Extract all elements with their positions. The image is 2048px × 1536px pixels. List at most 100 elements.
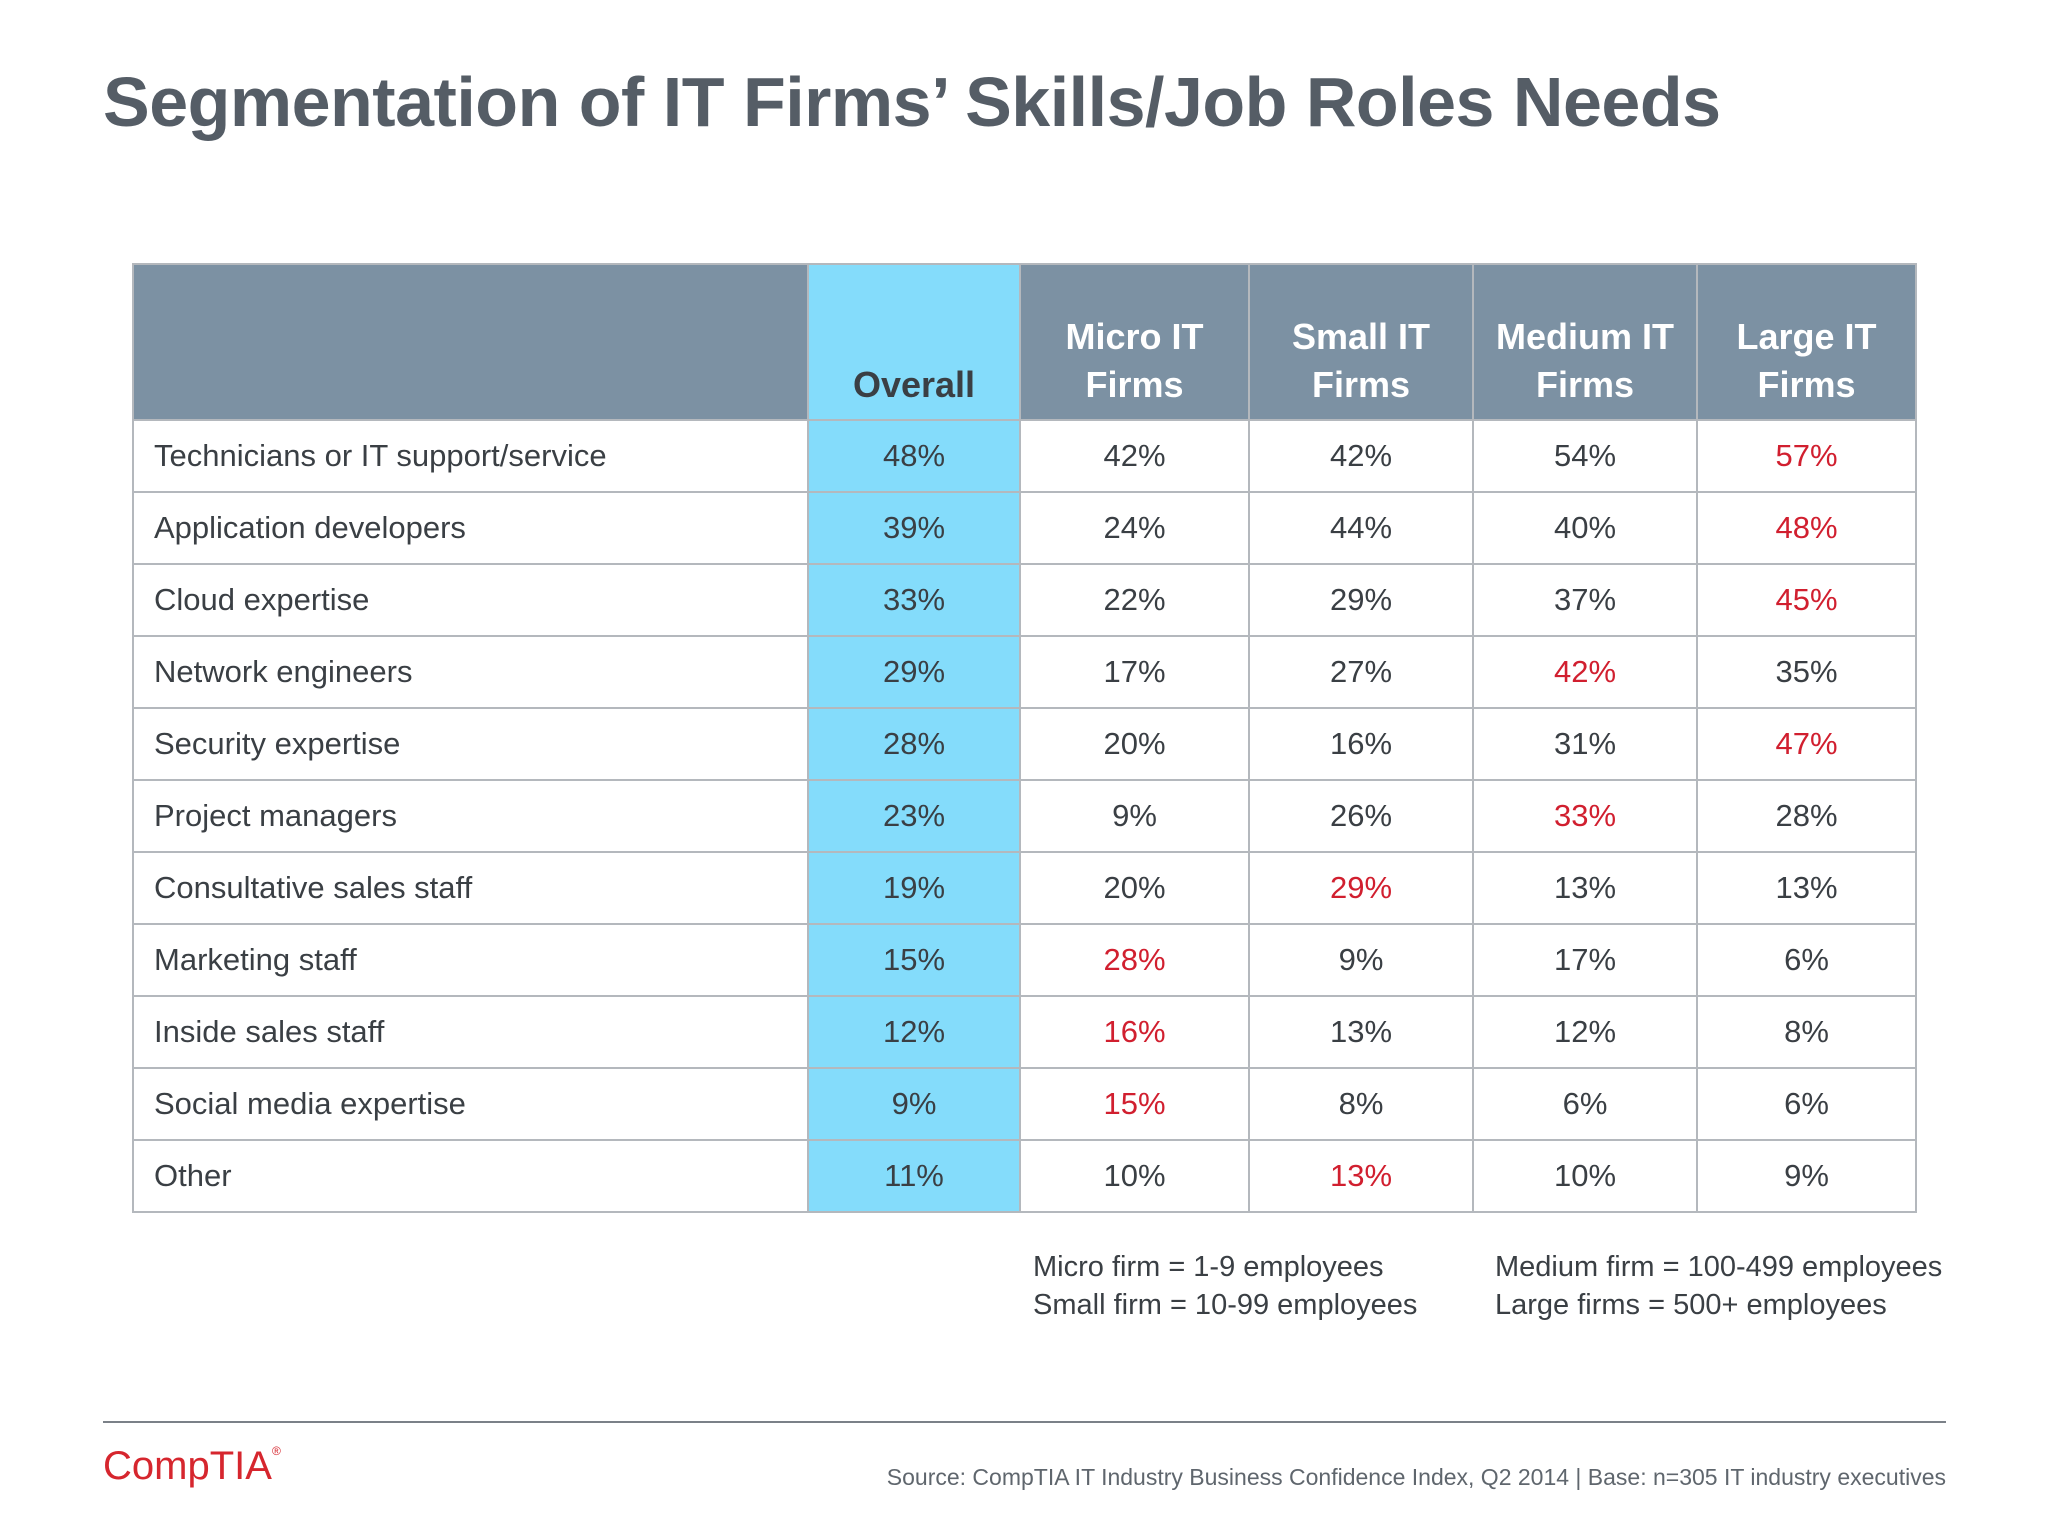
cell-overall: 28% <box>807 707 1021 781</box>
slide-title: Segmentation of IT Firms’ Skills/Job Rol… <box>103 63 1721 141</box>
cell-micro: 9% <box>1019 779 1250 853</box>
cell-medium: 37% <box>1472 563 1698 637</box>
header-large-line: Large IT <box>1736 316 1877 357</box>
cell-overall: 29% <box>807 635 1021 709</box>
table-row: Cloud expertise 33% 22% 29% 37% 45% <box>132 563 1917 637</box>
cell-medium: 12% <box>1472 995 1698 1069</box>
cell-large: 8% <box>1696 995 1917 1069</box>
header-blank <box>132 263 809 421</box>
cell-micro: 22% <box>1019 563 1250 637</box>
row-label: Other <box>132 1139 809 1213</box>
header-small: Small IT Firms <box>1248 263 1474 421</box>
header-overall: Overall <box>807 263 1021 421</box>
cell-overall: 39% <box>807 491 1021 565</box>
cell-small: 29% <box>1248 563 1474 637</box>
cell-micro: 20% <box>1019 851 1250 925</box>
cell-large: 6% <box>1696 1067 1917 1141</box>
cell-medium: 31% <box>1472 707 1698 781</box>
table-row: Social media expertise 9% 15% 8% 6% 6% <box>132 1067 1917 1141</box>
cell-small: 9% <box>1248 923 1474 997</box>
cell-small: 13% <box>1248 995 1474 1069</box>
logo-text: CompTIA <box>103 1444 272 1488</box>
cell-small: 26% <box>1248 779 1474 853</box>
table-row: Marketing staff 15% 28% 9% 17% 6% <box>132 923 1917 997</box>
header-small-line: Firms <box>1311 364 1411 405</box>
footer-divider <box>103 1421 1946 1423</box>
cell-large: 45% <box>1696 563 1917 637</box>
row-label: Cloud expertise <box>132 563 809 637</box>
table-row: Application developers 39% 24% 44% 40% 48% <box>132 491 1917 565</box>
cell-medium: 6% <box>1472 1067 1698 1141</box>
header-medium-line: Medium IT <box>1496 316 1674 357</box>
cell-micro: 28% <box>1019 923 1250 997</box>
cell-overall: 9% <box>807 1067 1021 1141</box>
row-label: Network engineers <box>132 635 809 709</box>
header-micro-line: Firms <box>1085 364 1184 405</box>
row-label: Social media expertise <box>132 1067 809 1141</box>
cell-micro: 17% <box>1019 635 1250 709</box>
header-small-line: Small IT <box>1291 316 1431 357</box>
cell-medium: 10% <box>1472 1139 1698 1213</box>
cell-overall: 19% <box>807 851 1021 925</box>
table-row: Security expertise 28% 20% 16% 31% 47% <box>132 707 1917 781</box>
cell-small: 13% <box>1248 1139 1474 1213</box>
footnote-micro: Micro firm = 1-9 employees <box>1033 1251 1384 1283</box>
cell-medium: 42% <box>1472 635 1698 709</box>
header-medium: Medium IT Firms <box>1472 263 1698 421</box>
cell-small: 16% <box>1248 707 1474 781</box>
skills-table: Overall Micro IT Firms Small IT Firms Medi… <box>132 263 1917 1213</box>
footnote-large: Large firms = 500+ employees <box>1495 1289 1887 1321</box>
header-micro: Micro IT Firms <box>1019 263 1250 421</box>
cell-large: 28% <box>1696 779 1917 853</box>
cell-medium: 40% <box>1472 491 1698 565</box>
table-header-row: Overall Micro IT Firms Small IT Firms Medi… <box>132 263 1917 421</box>
row-label: Technicians or IT support/service <box>132 419 809 493</box>
cell-large: 13% <box>1696 851 1917 925</box>
row-label: Security expertise <box>132 707 809 781</box>
cell-micro: 20% <box>1019 707 1250 781</box>
table-row: Project managers 23% 9% 26% 33% 28% <box>132 779 1917 853</box>
cell-overall: 48% <box>807 419 1021 493</box>
cell-large: 57% <box>1696 419 1917 493</box>
cell-micro: 10% <box>1019 1139 1250 1213</box>
header-large-line: Firms <box>1757 364 1856 405</box>
cell-small: 29% <box>1248 851 1474 925</box>
header-medium-line: Firms <box>1535 364 1635 405</box>
footnote-small: Small firm = 10-99 employees <box>1033 1289 1418 1321</box>
table-row: Technicians or IT support/service 48% 42% 4… <box>132 419 1917 493</box>
cell-micro: 42% <box>1019 419 1250 493</box>
registered-mark-icon: ® <box>271 1444 281 1458</box>
cell-overall: 23% <box>807 779 1021 853</box>
row-label: Application developers <box>132 491 809 565</box>
table-row: Consultative sales staff 19% 20% 29% 13% 13% <box>132 851 1917 925</box>
cell-medium: 17% <box>1472 923 1698 997</box>
cell-large: 48% <box>1696 491 1917 565</box>
row-label: Marketing staff <box>132 923 809 997</box>
header-micro-line: Micro IT <box>1065 316 1204 357</box>
comptia-logo: CompTIA® <box>103 1444 281 1489</box>
cell-small: 8% <box>1248 1067 1474 1141</box>
source-note: Source: CompTIA IT Industry Business Con… <box>886 1464 1946 1490</box>
cell-overall: 15% <box>807 923 1021 997</box>
cell-overall: 11% <box>807 1139 1021 1213</box>
table-row: Other 11% 10% 13% 10% 9% <box>132 1139 1917 1213</box>
table-row: Inside sales staff 12% 16% 13% 12% 8% <box>132 995 1917 1069</box>
cell-medium: 33% <box>1472 779 1698 853</box>
cell-large: 6% <box>1696 923 1917 997</box>
row-label: Consultative sales staff <box>132 851 809 925</box>
table-row: Network engineers 29% 17% 27% 42% 35% <box>132 635 1917 709</box>
cell-small: 44% <box>1248 491 1474 565</box>
row-label: Project managers <box>132 779 809 853</box>
cell-large: 9% <box>1696 1139 1917 1213</box>
cell-small: 27% <box>1248 635 1474 709</box>
cell-large: 35% <box>1696 635 1917 709</box>
cell-medium: 54% <box>1472 419 1698 493</box>
cell-overall: 33% <box>807 563 1021 637</box>
footnote-left: Micro firm = 1-9 employees Small firm = … <box>1033 1248 1417 1324</box>
footnote-right: Medium firm = 100-499 employees Large fi… <box>1495 1248 1942 1324</box>
cell-medium: 13% <box>1472 851 1698 925</box>
cell-overall: 12% <box>807 995 1021 1069</box>
cell-large: 47% <box>1696 707 1917 781</box>
cell-micro: 16% <box>1019 995 1250 1069</box>
table-body: Technicians or IT support/service 48% 42% 4… <box>132 419 1917 1213</box>
